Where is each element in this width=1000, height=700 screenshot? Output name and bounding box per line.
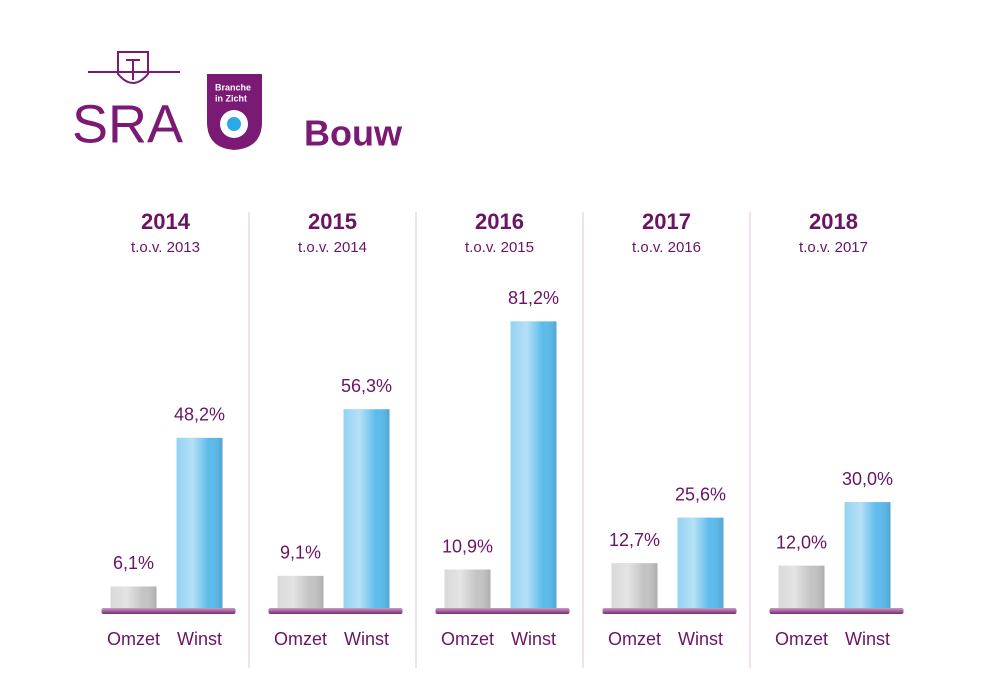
- bar-shine: [844, 502, 891, 608]
- panel-title: 2018: [809, 209, 858, 234]
- plinth: [769, 608, 904, 614]
- bar-shine: [677, 517, 724, 608]
- panel-subtitle: t.o.v. 2013: [131, 239, 200, 256]
- logo-text: SRA: [72, 94, 183, 154]
- x-tick-label: Omzet: [274, 629, 327, 649]
- value-label: 9,1%: [280, 543, 321, 563]
- plinth: [268, 608, 403, 614]
- bar-shine: [343, 409, 390, 608]
- panel-subtitle: t.o.v. 2016: [632, 239, 701, 256]
- panel-title: 2017: [642, 209, 691, 234]
- x-tick-label: Winst: [678, 629, 723, 649]
- plinth: [101, 608, 236, 614]
- value-label: 10,9%: [442, 536, 493, 556]
- x-tick-label: Winst: [511, 629, 556, 649]
- bar-shine: [110, 586, 157, 608]
- panel-title: 2015: [308, 209, 357, 234]
- plinth: [602, 608, 737, 614]
- logo: SRA Branche in Zicht Bouw: [72, 51, 403, 154]
- bar-shine: [277, 575, 324, 608]
- panel-title: 2016: [475, 209, 524, 234]
- panel-subtitle: t.o.v. 2017: [799, 239, 868, 256]
- value-label: 56,3%: [341, 376, 392, 396]
- page-title: Bouw: [304, 113, 403, 154]
- logo-shield: [117, 51, 149, 84]
- x-tick-label: Omzet: [441, 629, 494, 649]
- x-tick-label: Omzet: [608, 629, 661, 649]
- bar-shine: [510, 321, 557, 608]
- x-tick-label: Winst: [344, 629, 389, 649]
- bar-shine: [176, 437, 223, 608]
- value-label: 81,2%: [508, 288, 559, 308]
- value-label: 12,0%: [776, 532, 827, 552]
- bar-shine: [611, 563, 658, 608]
- panel-subtitle: t.o.v. 2014: [298, 239, 367, 256]
- plinth: [435, 608, 570, 614]
- value-label: 12,7%: [609, 530, 660, 550]
- value-label: 6,1%: [113, 553, 154, 573]
- value-label: 25,6%: [675, 484, 726, 504]
- logo-mark: [126, 59, 140, 80]
- bar-shine: [444, 569, 491, 608]
- badge-text: in Zicht: [215, 93, 247, 103]
- value-label: 30,0%: [842, 469, 893, 489]
- x-tick-label: Omzet: [107, 629, 160, 649]
- badge-text: Branche: [215, 82, 251, 92]
- x-tick-label: Omzet: [775, 629, 828, 649]
- bar-shine: [778, 565, 825, 608]
- value-label: 48,2%: [174, 405, 225, 425]
- x-tick-label: Winst: [177, 629, 222, 649]
- panel-title: 2014: [141, 209, 191, 234]
- badge-dot: [227, 117, 241, 131]
- x-tick-label: Winst: [845, 629, 890, 649]
- panel-subtitle: t.o.v. 2015: [465, 239, 534, 256]
